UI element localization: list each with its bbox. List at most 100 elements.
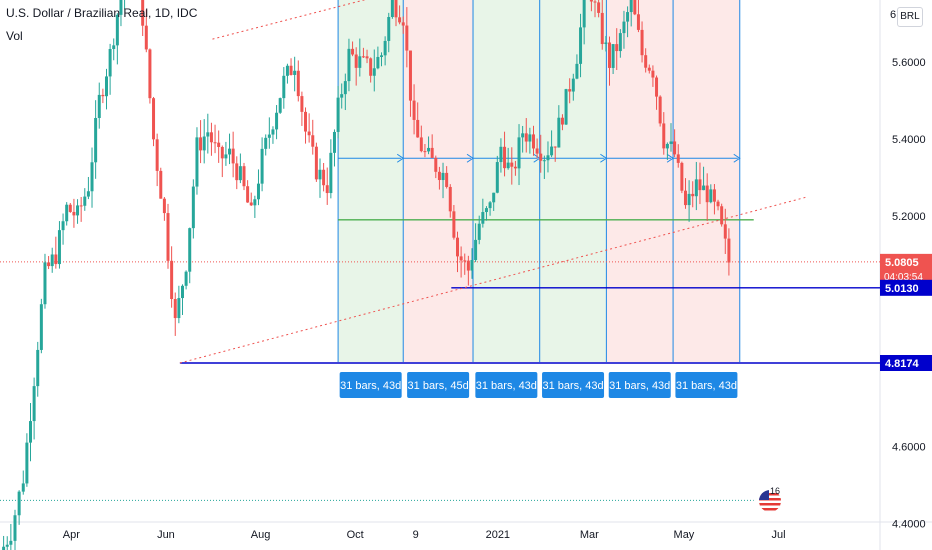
candle — [304, 111, 308, 132]
candle — [702, 185, 706, 191]
price-tag-label: 5.0805 — [885, 257, 919, 269]
candle — [43, 262, 47, 305]
candle — [180, 285, 184, 299]
candle — [405, 25, 409, 51]
candle — [5, 544, 9, 547]
candle — [575, 63, 579, 79]
candle — [144, 25, 148, 50]
candle — [278, 98, 282, 113]
price-tag-countdown: 04:03:54 — [884, 272, 923, 283]
us-flag-icon[interactable] — [759, 490, 781, 512]
time-tick-label: Jul — [772, 529, 786, 541]
candle — [553, 146, 557, 148]
candle — [477, 223, 481, 240]
candle — [691, 193, 695, 197]
candle — [177, 298, 181, 319]
candle — [228, 148, 232, 155]
candle — [79, 205, 83, 207]
candle — [651, 70, 655, 78]
time-tick-label: 2021 — [486, 529, 510, 541]
candle — [213, 142, 217, 144]
candle — [593, 1, 597, 3]
candle — [430, 147, 434, 158]
candle — [466, 260, 470, 271]
candle — [21, 483, 25, 492]
candle — [434, 157, 438, 172]
candle — [727, 238, 731, 263]
candle — [318, 169, 322, 180]
candle — [372, 68, 376, 76]
cycle-label: 31 bars, 43d — [609, 380, 670, 392]
candle — [340, 94, 344, 98]
candle — [336, 97, 340, 132]
candle — [673, 141, 677, 155]
candle — [162, 198, 166, 214]
candle — [506, 162, 510, 169]
candle — [29, 421, 33, 443]
trend-line — [179, 196, 809, 364]
candle — [101, 94, 105, 97]
cycle-box-3 — [473, 0, 540, 363]
candle — [629, 0, 633, 13]
candle — [535, 148, 539, 154]
candle — [267, 134, 271, 138]
candle — [542, 160, 546, 162]
candle — [242, 166, 246, 187]
candle — [589, 0, 593, 2]
candle — [112, 45, 116, 50]
cycle-label: 31 bars, 45d — [408, 380, 469, 392]
candle — [720, 206, 724, 225]
candle — [307, 131, 311, 136]
candle — [546, 155, 550, 161]
candle — [57, 230, 61, 265]
candle — [416, 119, 420, 138]
candle — [209, 132, 213, 143]
candle — [311, 135, 315, 147]
price-tick-label: 4.6000 — [892, 442, 926, 454]
candle — [709, 189, 713, 203]
candle — [712, 189, 716, 202]
candle — [484, 208, 488, 213]
cycle-label: 31 bars, 43d — [476, 380, 537, 392]
candle — [412, 100, 416, 120]
candle — [579, 27, 583, 64]
candle — [184, 271, 188, 286]
candle — [383, 40, 387, 56]
candle — [170, 260, 174, 300]
candle — [314, 146, 318, 180]
candle — [13, 515, 17, 541]
candle — [246, 186, 250, 203]
time-tick-label: Apr — [63, 529, 80, 541]
candle — [97, 94, 101, 118]
price-tag — [880, 253, 932, 284]
candle — [669, 141, 673, 144]
candle — [195, 137, 199, 187]
candle — [687, 193, 691, 206]
candle — [289, 65, 293, 75]
candle — [224, 154, 228, 159]
candle — [235, 163, 239, 181]
candle — [50, 254, 54, 267]
candle — [68, 204, 72, 212]
candle — [329, 152, 333, 194]
volume-indicator-label[interactable]: Vol — [6, 29, 23, 43]
currency-button[interactable]: BRL — [897, 7, 923, 27]
candle — [231, 148, 235, 164]
candle — [683, 190, 687, 206]
candle — [658, 96, 662, 124]
candle — [271, 129, 275, 135]
candle — [369, 58, 373, 76]
candle — [618, 33, 622, 52]
candle — [600, 12, 604, 45]
candle — [94, 117, 98, 163]
candle — [539, 153, 543, 161]
cycle-box-5 — [606, 0, 674, 363]
candle — [166, 213, 170, 261]
cycle-box-2 — [403, 0, 474, 363]
candle — [723, 224, 727, 239]
candle — [191, 186, 195, 229]
candle — [322, 169, 326, 186]
candle — [148, 49, 152, 99]
candle — [351, 48, 355, 55]
